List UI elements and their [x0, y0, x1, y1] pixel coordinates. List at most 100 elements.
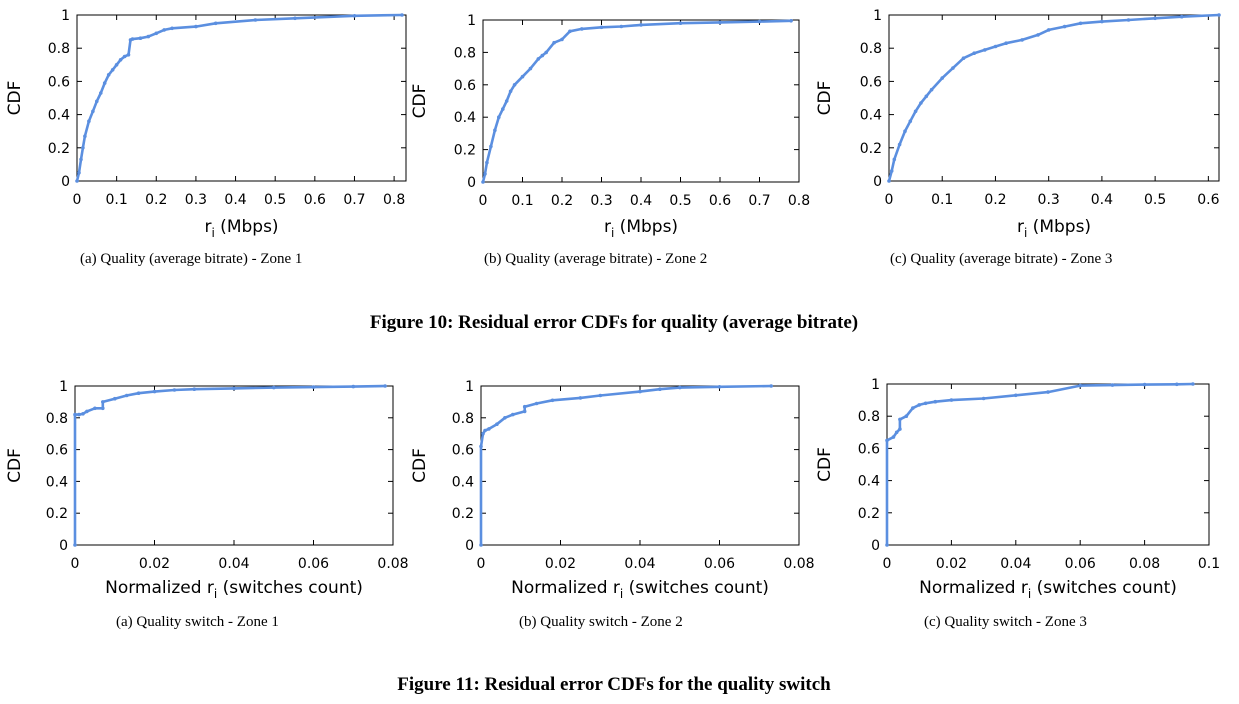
cdf-data-point: [493, 128, 497, 132]
cdf-data-point: [1020, 38, 1024, 42]
x-tick-label: 0.3: [185, 192, 207, 208]
cdf-data-point: [383, 384, 387, 388]
x-tick-label: 0.2: [551, 193, 573, 209]
y-tick-label: 0.2: [452, 506, 474, 522]
x-tick-label: 0.6: [709, 193, 731, 209]
cdf-data-point: [911, 406, 915, 410]
cdf-data-point: [114, 63, 119, 67]
cdf-series-line: [885, 382, 1193, 545]
chart-panel-4: 0 0.02 0.04 0.06 0.08 0 0.2 0.4 0.6 0.8 1 CDF Normal…: [5, 379, 409, 630]
x-tick-label: 0: [71, 556, 80, 572]
x-tick-label: 0.02: [139, 556, 170, 572]
x-axis-label: ri (Mbps): [604, 217, 678, 240]
cdf-data-point: [130, 37, 135, 41]
x-tick-label: 0: [479, 193, 488, 209]
cdf-data-point: [126, 53, 131, 57]
cdf-data-point: [213, 21, 218, 26]
plot-frame: [76, 14, 407, 182]
cdf-data-point: [481, 180, 485, 184]
cdf-data-point: [889, 169, 894, 173]
cdf-series-line: [481, 19, 792, 183]
chart-panel-3: 0 0.1 0.2 0.3 0.4 0.5 0.6 0 0.2 0.4 0.6 0.8 1 CDF ri (…: [815, 8, 1221, 267]
y-tick-label: 0: [61, 174, 70, 190]
cdf-data-point: [1110, 383, 1115, 387]
cdf-series-line: [75, 13, 403, 182]
cdf-data-point: [560, 37, 564, 42]
x-tick-label: 0.08: [783, 556, 814, 572]
cdf-data-point: [917, 403, 921, 407]
cdf-data-point: [983, 48, 987, 52]
x-tick-label: 0.02: [936, 556, 967, 572]
cdf-data-point: [73, 543, 77, 547]
cdf-data-point: [522, 409, 527, 414]
y-tick-label: 0.8: [860, 41, 882, 57]
x-axis-label: ri (Mbps): [204, 217, 278, 240]
y-tick-label: 1: [871, 377, 880, 393]
cdf-data-point: [504, 99, 509, 103]
cdf-data-point: [1004, 41, 1008, 45]
subfigure-caption: (b) Quality switch - Zone 2: [519, 614, 683, 630]
cdf-data-point: [552, 40, 556, 45]
cdf-data-point: [940, 76, 944, 80]
cdf-data-point: [1046, 390, 1050, 394]
x-tick-label: 0.2: [145, 192, 167, 208]
cdf-data-point: [1179, 14, 1184, 19]
cdf-data-point: [961, 56, 966, 60]
cdf-data-point: [658, 387, 662, 392]
y-tick-label: 0: [465, 538, 474, 554]
cdf-data-point: [1175, 382, 1179, 387]
y-tick-label: 0: [873, 174, 882, 190]
chart-panel-5: 0 0.02 0.04 0.06 0.08 0 0.2 0.4 0.6 0.8 1 CDF Normal…: [410, 379, 815, 630]
x-tick-label: 0.8: [788, 193, 810, 209]
cdf-data-point: [598, 393, 603, 398]
cdf-data-point: [981, 396, 986, 401]
cdf-data-point: [489, 144, 493, 149]
cdf-data-point: [578, 396, 583, 400]
subfigure-caption: (a) Quality (average bitrate) - Zone 1: [80, 251, 302, 267]
y-tick-label: 0.8: [48, 41, 70, 57]
cdf-data-point: [903, 129, 907, 133]
x-tick-label: 0.02: [545, 556, 576, 572]
cdf-data-point: [894, 430, 899, 435]
cdf-data-point: [99, 91, 103, 95]
cdf-data-point: [124, 393, 129, 398]
y-tick-label: 0.2: [48, 141, 70, 157]
cdf-data-point: [95, 99, 99, 104]
y-tick-label: 0.4: [454, 110, 476, 126]
cdf-data-point: [485, 160, 489, 165]
y-tick-label: 0.4: [452, 474, 474, 490]
chart-panel-6: 0 0.02 0.04 0.06 0.08 0.1 0 0.2 0.4 0.6 0.8 1 CDF Nor…: [815, 377, 1220, 630]
y-tick-label: 0.8: [452, 411, 474, 427]
x-tick-label: 0.1: [931, 192, 953, 208]
subfigure-caption: (a) Quality switch - Zone 1: [116, 614, 279, 630]
cdf-data-point: [913, 109, 918, 114]
cdf-data-point: [1062, 24, 1067, 29]
y-axis-label: CDF: [410, 448, 430, 483]
x-tick-label: 0.5: [264, 192, 286, 208]
cdf-data-point: [293, 16, 297, 21]
cdf-data-point: [1078, 383, 1082, 388]
x-tick-label: 0.6: [304, 192, 326, 208]
y-tick-label: 1: [59, 379, 68, 395]
x-tick-label: 0: [73, 192, 82, 208]
cdf-data-point: [638, 389, 642, 394]
cdf-data-point: [769, 384, 773, 388]
cdf-data-point: [887, 179, 891, 183]
x-tick-label: 0.4: [630, 193, 652, 209]
x-tick-label: 0.08: [1129, 556, 1160, 572]
x-axis-label: ri (Mbps): [1017, 217, 1091, 240]
cdf-data-point: [501, 107, 505, 111]
y-tick-label: 0.6: [452, 443, 474, 459]
x-tick-label: 0: [883, 556, 892, 572]
cdf-data-point: [717, 385, 722, 389]
cdf-data-point: [503, 416, 507, 420]
x-axis-label: Normalized ri (switches count): [105, 578, 363, 601]
chart-panel-1: 0 0.1 0.2 0.3 0.4 0.5 0.6 0.7 0.8 0 0.2 0.4 0.6 0.8 1 C…: [5, 8, 407, 267]
plot-frame: [480, 385, 800, 546]
figure-11-title: Figure 11: Residual error CDFs for the q…: [397, 674, 831, 695]
y-axis-label: CDF: [815, 81, 835, 116]
cdf-data-point: [972, 51, 976, 55]
x-tick-label: 0.4: [224, 192, 246, 208]
cdf-data-point: [1126, 18, 1131, 22]
